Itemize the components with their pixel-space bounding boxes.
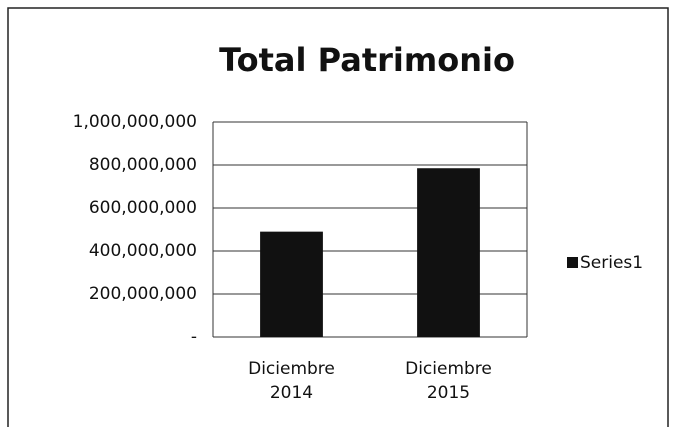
chart-frame — [7, 7, 669, 427]
y-tick-label: 1,000,000,000 — [73, 112, 197, 132]
y-tick-label: 800,000,000 — [89, 155, 197, 175]
x-tick-label: Diciembre 2015 — [405, 359, 492, 403]
y-tick-label: 600,000,000 — [89, 198, 197, 218]
y-tick-label: 200,000,000 — [89, 284, 197, 304]
bar — [417, 168, 480, 337]
legend-swatch — [567, 257, 578, 268]
y-tick-label: 400,000,000 — [89, 241, 197, 261]
legend-label: Series1 — [580, 253, 643, 273]
y-tick-label: - — [191, 327, 197, 347]
bar — [260, 231, 323, 337]
chart-title: Total Patrimonio — [219, 41, 515, 79]
x-tick-label: Diciembre 2014 — [248, 359, 335, 403]
